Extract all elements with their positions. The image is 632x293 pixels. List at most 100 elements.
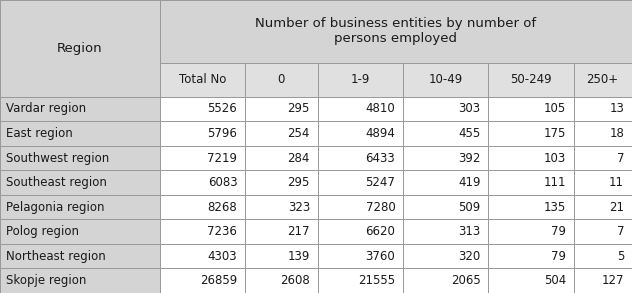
Bar <box>318 63 403 97</box>
Bar <box>489 170 574 195</box>
Text: 5: 5 <box>617 250 624 263</box>
Bar <box>245 97 318 121</box>
Bar <box>0 244 159 268</box>
Bar <box>0 146 159 170</box>
Text: 7236: 7236 <box>207 225 238 238</box>
Bar <box>574 97 632 121</box>
Bar <box>489 219 574 244</box>
Bar <box>489 97 574 121</box>
Text: 2608: 2608 <box>280 274 310 287</box>
Text: 323: 323 <box>288 201 310 214</box>
Bar <box>0 195 159 219</box>
Bar <box>403 219 489 244</box>
Bar <box>245 219 318 244</box>
Bar <box>489 146 574 170</box>
Bar <box>0 219 159 244</box>
Text: 79: 79 <box>551 225 566 238</box>
Text: 5247: 5247 <box>365 176 396 189</box>
Text: 254: 254 <box>288 127 310 140</box>
Text: 127: 127 <box>602 274 624 287</box>
Bar <box>489 121 574 146</box>
Bar <box>245 195 318 219</box>
Bar <box>159 121 245 146</box>
Text: 5796: 5796 <box>207 127 238 140</box>
Text: 50-249: 50-249 <box>510 73 552 86</box>
Text: 18: 18 <box>609 127 624 140</box>
Text: 2065: 2065 <box>451 274 481 287</box>
Bar <box>159 97 245 121</box>
Bar <box>403 170 489 195</box>
Text: Pelagonia region: Pelagonia region <box>6 201 105 214</box>
Text: 4303: 4303 <box>208 250 238 263</box>
Bar <box>489 63 574 97</box>
Text: 455: 455 <box>458 127 481 140</box>
Bar <box>159 268 245 293</box>
Text: 504: 504 <box>544 274 566 287</box>
Bar <box>403 268 489 293</box>
Bar <box>574 219 632 244</box>
Text: 250+: 250+ <box>586 73 619 86</box>
Text: 10-49: 10-49 <box>428 73 463 86</box>
Text: 1-9: 1-9 <box>351 73 370 86</box>
Text: Total No: Total No <box>179 73 226 86</box>
Bar <box>574 121 632 146</box>
Bar <box>489 244 574 268</box>
Text: 5526: 5526 <box>207 103 238 115</box>
Text: 21: 21 <box>609 201 624 214</box>
Text: Southwest region: Southwest region <box>6 151 109 165</box>
Bar <box>318 121 403 146</box>
Bar <box>403 195 489 219</box>
Bar <box>403 121 489 146</box>
Bar <box>245 244 318 268</box>
Bar <box>403 63 489 97</box>
Text: 21555: 21555 <box>358 274 396 287</box>
Text: 217: 217 <box>288 225 310 238</box>
Text: 509: 509 <box>458 201 481 214</box>
Bar <box>159 146 245 170</box>
Text: 6433: 6433 <box>365 151 396 165</box>
Text: 313: 313 <box>458 225 481 238</box>
Bar <box>159 195 245 219</box>
Text: 7: 7 <box>617 225 624 238</box>
Text: 7219: 7219 <box>207 151 238 165</box>
Bar <box>489 195 574 219</box>
Bar <box>574 146 632 170</box>
Bar <box>0 97 159 121</box>
Bar <box>159 244 245 268</box>
Bar <box>245 121 318 146</box>
Bar <box>0 170 159 195</box>
Text: 135: 135 <box>544 201 566 214</box>
Bar <box>403 97 489 121</box>
Text: 8268: 8268 <box>207 201 238 214</box>
Bar <box>403 244 489 268</box>
Bar <box>318 195 403 219</box>
Bar <box>318 170 403 195</box>
Bar <box>403 146 489 170</box>
Text: 284: 284 <box>288 151 310 165</box>
Text: 139: 139 <box>288 250 310 263</box>
Bar <box>574 170 632 195</box>
Text: 295: 295 <box>288 103 310 115</box>
Bar <box>159 0 632 63</box>
Text: 6083: 6083 <box>208 176 238 189</box>
Bar <box>0 0 159 97</box>
Text: 11: 11 <box>609 176 624 189</box>
Bar <box>574 195 632 219</box>
Text: Northeast region: Northeast region <box>6 250 106 263</box>
Text: Southeast region: Southeast region <box>6 176 107 189</box>
Bar <box>574 63 632 97</box>
Text: Vardar region: Vardar region <box>6 103 87 115</box>
Text: 7280: 7280 <box>365 201 396 214</box>
Text: 103: 103 <box>544 151 566 165</box>
Text: 303: 303 <box>458 103 481 115</box>
Bar <box>318 219 403 244</box>
Text: 7: 7 <box>617 151 624 165</box>
Text: 79: 79 <box>551 250 566 263</box>
Bar <box>0 268 159 293</box>
Bar <box>159 63 245 97</box>
Bar <box>318 146 403 170</box>
Text: 26859: 26859 <box>200 274 238 287</box>
Bar <box>245 146 318 170</box>
Text: 392: 392 <box>458 151 481 165</box>
Text: 4810: 4810 <box>365 103 396 115</box>
